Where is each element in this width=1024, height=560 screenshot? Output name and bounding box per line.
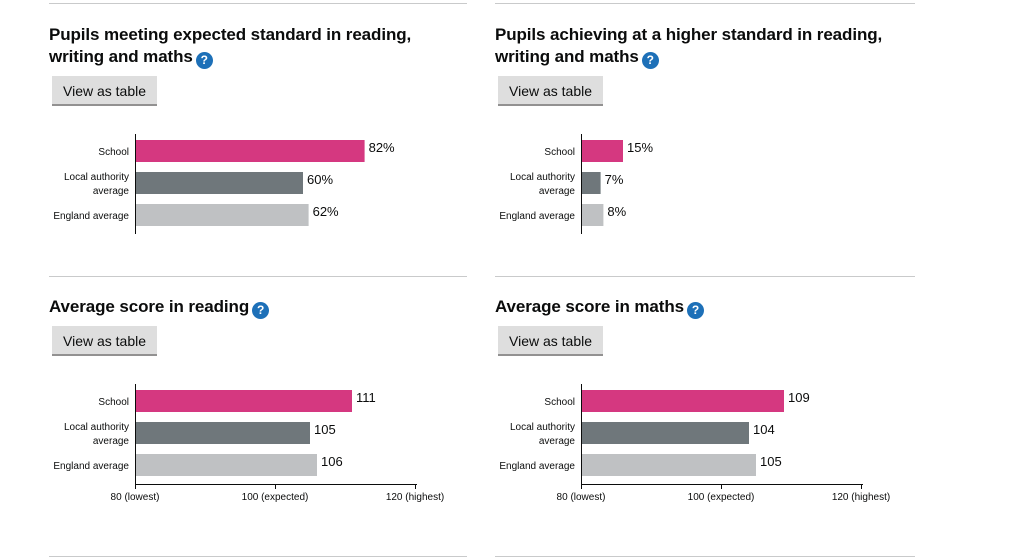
category-label-england: England average [53,211,129,222]
bar-chart: 82% School 60% Local authority average 62% Eng… [53,134,395,234]
category-label-england: England average [53,461,129,472]
section-divider [49,556,467,557]
x-tick-label: 80 (lowest) [111,492,160,503]
question-mark-circle-icon[interactable]: ? [686,302,704,319]
chart-title: Pupils meeting expected standard in read… [49,25,412,66]
view-as-table-button[interactable]: View as table [52,326,158,356]
x-tick-label: 100 (expected) [242,492,309,503]
chart-title-row: Average score in reading? [49,296,469,319]
bar-school [581,140,623,162]
view-as-table-button[interactable]: View as table [498,76,604,106]
category-label-school: School [544,147,575,158]
data-label: 104 [753,422,775,437]
category-label-local-authority: Local authority average [510,172,575,197]
data-label: 109 [788,390,810,405]
data-label: 105 [760,454,782,469]
bar-chart: 15% School 7% Local authority average 8% Engla… [499,134,653,234]
data-label: 105 [314,422,336,437]
category-label-england: England average [499,211,575,222]
data-label: 15% [627,140,653,155]
chart-panel-maths-score: Average score in maths? View as table 10… [495,296,915,536]
data-label: 111 [356,390,376,405]
question-mark-circle-icon[interactable]: ? [252,302,270,319]
section-divider [495,556,915,557]
data-label: 62% [313,204,339,219]
bar-chart: 111 School 105 Local authority average 106 Eng… [53,384,444,503]
category-label-local-authority: Local authority average [64,422,129,447]
bar-england [135,204,309,226]
bar-chart: 109 School 104 Local authority average 105 Eng… [499,384,890,503]
chart-title-row: Pupils meeting expected standard in read… [49,24,469,69]
category-label-school: School [98,147,129,158]
bar-school [581,390,784,412]
data-label: 60% [307,172,333,187]
data-label: 106 [321,454,343,469]
bar-school [135,140,365,162]
bar-local-authority [581,422,749,444]
data-label: 7% [605,172,624,187]
chart-title-row: Average score in maths? [495,296,915,319]
category-label-school: School [544,397,575,408]
chart-panel-expected-standard: Pupils meeting expected standard in read… [49,24,469,264]
x-tick-label: 120 (highest) [386,492,444,503]
chart-title: Average score in reading [49,297,250,316]
bar-england [135,454,317,476]
section-divider [49,3,467,4]
chart-title: Average score in maths [495,297,684,316]
chart-title: Pupils achieving at a higher standard in… [495,25,883,66]
x-tick-label: 80 (lowest) [557,492,606,503]
category-label-england: England average [499,461,575,472]
category-label-school: School [98,397,129,408]
bar-local-authority [135,172,303,194]
bar-school [135,390,352,412]
x-tick-label: 120 (highest) [832,492,890,503]
view-as-table-button[interactable]: View as table [498,326,604,356]
category-label-local-authority: Local authority average [64,172,129,197]
bar-local-authority [581,172,601,194]
data-label: 8% [607,204,626,219]
section-divider [49,276,467,277]
chart-title-row: Pupils achieving at a higher standard in… [495,24,915,69]
bar-england [581,454,756,476]
category-label-local-authority: Local authority average [510,422,575,447]
section-divider [495,3,915,4]
bar-england [581,204,604,226]
bar-local-authority [135,422,310,444]
question-mark-circle-icon[interactable]: ? [195,52,213,69]
section-divider [495,276,915,277]
question-mark-circle-icon[interactable]: ? [641,52,659,69]
view-as-table-button[interactable]: View as table [52,76,158,106]
chart-panel-reading-score: Average score in reading? View as table … [49,296,469,536]
chart-panel-higher-standard: Pupils achieving at a higher standard in… [495,24,915,264]
data-label: 82% [369,140,395,155]
x-tick-label: 100 (expected) [688,492,755,503]
